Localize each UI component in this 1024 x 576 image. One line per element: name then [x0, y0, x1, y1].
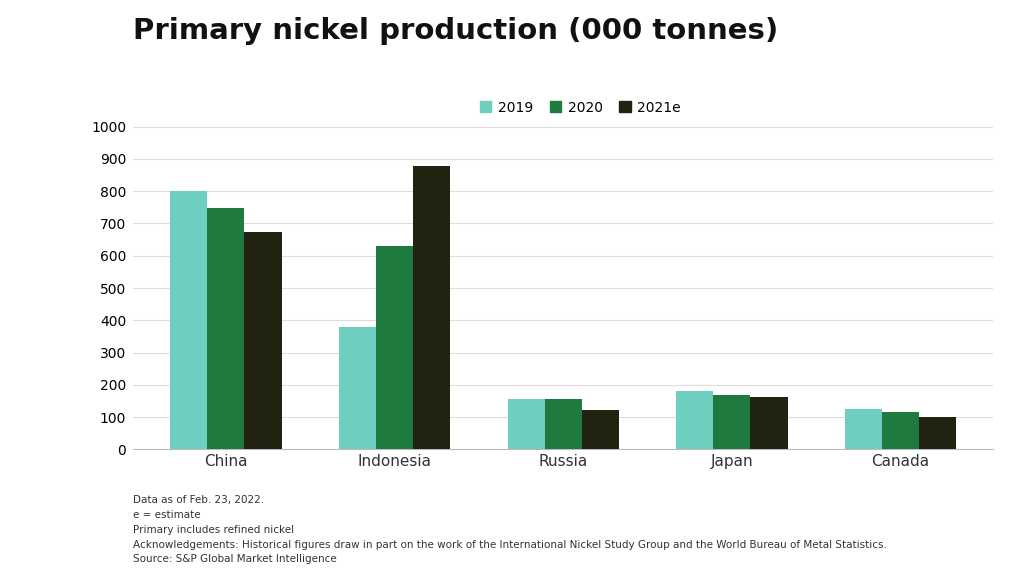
Bar: [508, 399, 545, 449]
Bar: [413, 166, 451, 449]
Bar: [845, 409, 882, 449]
Legend: 2019, 2020, 2021e: 2019, 2020, 2021e: [474, 95, 687, 120]
Bar: [882, 412, 920, 449]
Bar: [582, 410, 618, 449]
Bar: [676, 391, 714, 449]
Bar: [714, 395, 751, 449]
Bar: [545, 399, 582, 449]
Bar: [339, 327, 376, 449]
Bar: [751, 397, 787, 449]
Text: Primary nickel production (000 tonnes): Primary nickel production (000 tonnes): [133, 17, 778, 46]
Bar: [170, 191, 207, 449]
Text: Data as of Feb. 23, 2022.
e = estimate
Primary includes refined nickel
Acknowled: Data as of Feb. 23, 2022. e = estimate P…: [133, 495, 887, 564]
Bar: [920, 417, 956, 449]
Bar: [376, 246, 413, 449]
Bar: [245, 232, 282, 449]
Bar: [207, 208, 245, 449]
